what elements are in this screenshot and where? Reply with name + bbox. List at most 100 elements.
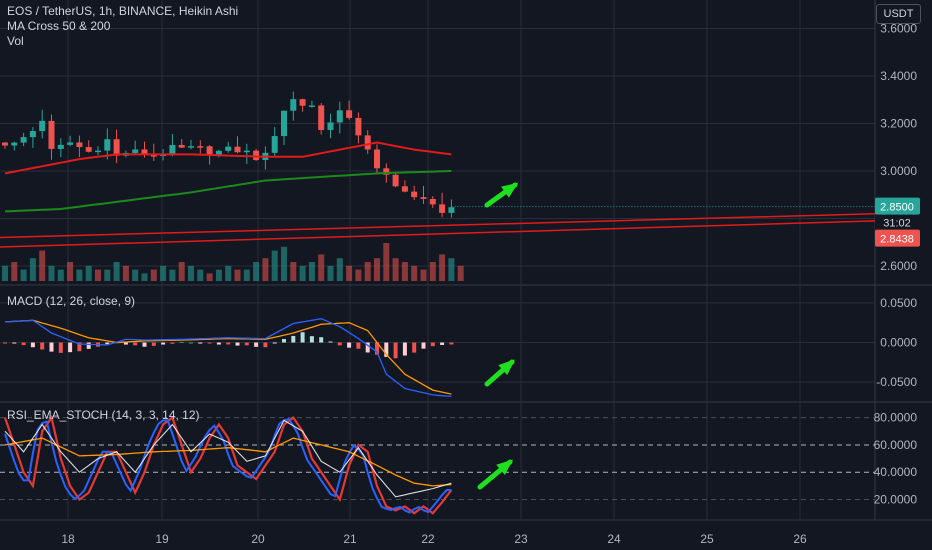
volume-bar [2, 265, 8, 281]
volume-bar [346, 265, 353, 281]
macd-legend[interactable]: MACD (12, 26, close, 9) [7, 294, 136, 308]
candle-body [327, 122, 334, 130]
y-tick-label: 2.6000 [880, 259, 917, 273]
volume-bar [327, 265, 334, 281]
macd-histogram-bar [282, 338, 286, 343]
arrow-head [501, 182, 519, 198]
volume-bar [122, 265, 129, 281]
volume-bar [39, 250, 46, 281]
candle-body [234, 146, 241, 153]
annotation-arrow-price [484, 182, 519, 208]
y-tick-label: 3.2000 [880, 117, 917, 131]
macd-histogram-bar [235, 342, 240, 346]
volume-bar [429, 262, 436, 281]
macd-histogram-bar [309, 336, 314, 343]
volume-bar [29, 258, 36, 281]
macd-histogram-bar [393, 342, 398, 359]
macd-histogram-bar [412, 342, 417, 353]
candle-body [113, 139, 120, 156]
macd-histogram-bar [105, 342, 110, 345]
macd-histogram-bar [291, 335, 296, 343]
arrow-head [496, 459, 514, 476]
candle-body [11, 142, 18, 146]
macd-histogram-bar [142, 342, 147, 347]
volume-bar [48, 265, 55, 281]
support-trendline [0, 213, 876, 239]
y-tick-label: 3.6000 [880, 22, 917, 36]
ma200-line [4, 170, 452, 213]
candle-body [188, 146, 194, 148]
macd-histogram-bar [170, 342, 175, 344]
x-tick-label: 18 [61, 532, 75, 546]
volume-bar [364, 262, 371, 281]
y-tick-label: 3.4000 [880, 69, 917, 83]
macd-histogram-bar [207, 342, 212, 344]
volume-bar [439, 254, 446, 281]
macd-histogram-bar [384, 342, 389, 357]
ma50-line [4, 141, 452, 175]
candle-body [383, 168, 390, 175]
volume-legend[interactable]: Vol [7, 34, 24, 48]
macd-histogram-bar [402, 342, 407, 356]
macd-histogram-bar [263, 342, 268, 348]
x-tick-label: 23 [514, 532, 528, 546]
y-tick-label: 3.0000 [880, 164, 917, 178]
macd-histogram-bar [449, 342, 454, 345]
macd-histogram-bar [151, 342, 156, 346]
candle-body [364, 135, 371, 150]
candle-body [439, 204, 446, 213]
macd-histogram-bar [216, 342, 221, 345]
ma-cross-legend[interactable]: MA Cross 50 & 200 [7, 19, 111, 33]
currency-selector[interactable]: USDT [876, 4, 921, 24]
stoch-k-line [4, 417, 452, 514]
macd-histogram-bar [337, 342, 342, 346]
candle-body [374, 149, 380, 169]
x-tick-label: 22 [421, 532, 435, 546]
candle-body [76, 142, 83, 148]
volume-bar [401, 262, 408, 281]
macd-tick-label: -0.0500 [876, 375, 917, 389]
volume-bar [336, 258, 343, 281]
volume-bar [104, 269, 111, 281]
volume-bar [420, 269, 427, 281]
macd-histogram-bar [356, 342, 361, 349]
candle-body [215, 150, 222, 156]
candle-body [336, 110, 343, 123]
candle-body [48, 120, 55, 149]
macd-histogram-bar [68, 342, 73, 353]
volume-bar [150, 269, 157, 281]
macd-histogram-bar [49, 342, 54, 352]
macd-tick-label: 0.0000 [880, 336, 917, 350]
candle-body [95, 150, 101, 153]
candle-body [253, 150, 260, 161]
macd-histogram-bar [254, 342, 259, 347]
rsi-legend[interactable]: RSI_EMA_STOCH (14, 3, 3, 14, 12) [7, 408, 200, 422]
last-price-label: 2.8500 [880, 202, 914, 214]
macd-histogram-bar [272, 342, 277, 344]
candle-body [290, 99, 297, 111]
macd-histogram-bar [347, 342, 352, 348]
macd-histogram-bar [430, 342, 435, 347]
candle-body [132, 149, 139, 153]
volume-bar [448, 258, 455, 281]
macd-histogram-bar [3, 342, 7, 344]
volume-bar [262, 258, 269, 281]
candle-body [299, 99, 306, 106]
last-price-badge [875, 197, 920, 215]
x-tick-label: 25 [700, 532, 714, 546]
macd-histogram-bar [86, 342, 91, 349]
macd-histogram-bar [319, 337, 324, 343]
volume-bar [67, 262, 74, 281]
macd-histogram-bar [161, 342, 166, 345]
candle-body [29, 131, 36, 138]
x-tick-label: 24 [607, 532, 621, 546]
volume-bar [281, 246, 287, 281]
macd-histogram-bar [58, 342, 63, 353]
candle-body [2, 142, 8, 146]
chart-title[interactable]: EOS / TetherUS, 1h, BINANCE, Heikin Ashi [7, 4, 239, 18]
candle-body [85, 147, 92, 152]
candle-body [197, 146, 204, 148]
macd-histogram-bar [421, 342, 426, 349]
macd-histogram-bar [179, 341, 184, 343]
